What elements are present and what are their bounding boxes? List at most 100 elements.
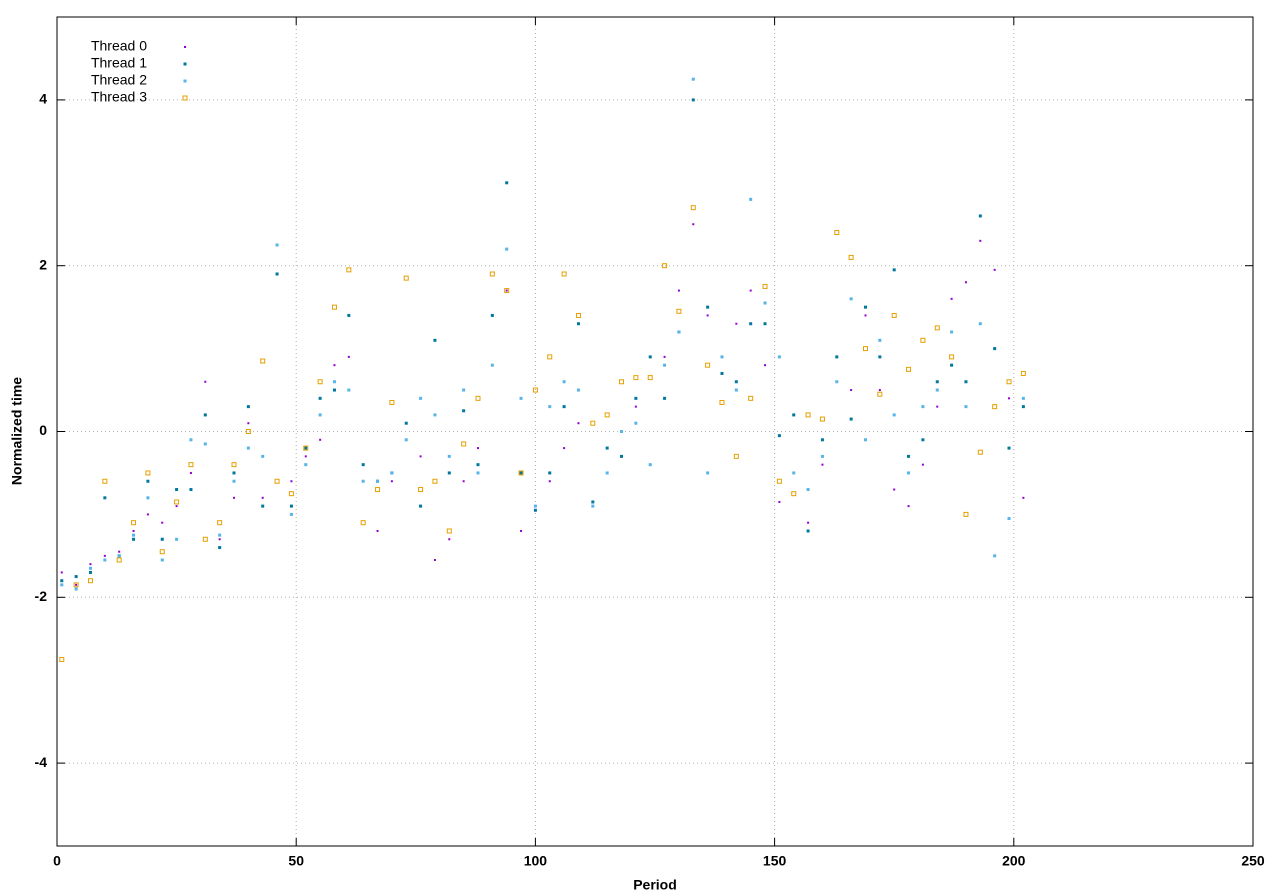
legend-label: Thread 3 (91, 89, 147, 105)
point (893, 488, 896, 491)
point (677, 330, 681, 334)
point (505, 181, 509, 185)
point (132, 537, 136, 541)
point (202, 536, 208, 542)
point (332, 388, 336, 392)
point (548, 480, 551, 483)
point (576, 322, 580, 326)
point (620, 454, 624, 458)
y-tick-label: 0 (39, 422, 47, 438)
point (834, 230, 840, 236)
x-tick-label: 100 (524, 853, 548, 869)
point (218, 538, 221, 541)
point (74, 587, 78, 591)
point (318, 396, 322, 400)
point (189, 488, 193, 492)
point (605, 471, 609, 475)
point (634, 421, 638, 425)
point (203, 413, 207, 417)
point (1021, 396, 1025, 400)
point (103, 554, 106, 557)
point (764, 364, 767, 367)
point (218, 546, 222, 550)
point (590, 420, 596, 426)
point (73, 582, 79, 588)
point (59, 656, 65, 662)
legend-marker (183, 79, 187, 83)
point (60, 583, 64, 587)
point (706, 305, 710, 309)
point (733, 453, 739, 459)
point (979, 239, 982, 242)
point (575, 312, 581, 318)
point (433, 413, 437, 417)
point (189, 471, 192, 474)
point (878, 355, 882, 359)
point (992, 404, 998, 410)
point (60, 579, 64, 583)
point (964, 281, 967, 284)
point (576, 388, 580, 392)
point (375, 487, 381, 493)
point (476, 463, 480, 467)
point (175, 505, 178, 508)
y-tick-label: -2 (35, 588, 48, 604)
point (920, 337, 926, 343)
point (260, 358, 266, 364)
point (505, 289, 508, 292)
x-axis-label: Period (633, 877, 677, 893)
point (232, 479, 236, 483)
point (389, 399, 395, 405)
point (518, 470, 524, 476)
point (648, 355, 652, 359)
point (878, 389, 881, 392)
point (419, 455, 422, 458)
point (175, 537, 179, 541)
point (246, 446, 250, 450)
point (950, 363, 954, 367)
point (935, 388, 939, 392)
point (863, 305, 867, 309)
point (117, 554, 121, 558)
point (620, 430, 624, 433)
point (447, 471, 451, 475)
point (935, 380, 939, 384)
point (360, 520, 366, 526)
point (850, 389, 853, 392)
point (347, 355, 350, 358)
point (102, 478, 108, 484)
point (505, 247, 509, 251)
point (88, 566, 92, 570)
point (274, 478, 280, 484)
point (690, 205, 696, 211)
point (806, 488, 810, 492)
point (977, 449, 983, 455)
point (663, 363, 667, 367)
point (247, 422, 250, 425)
point (233, 496, 236, 499)
point (131, 520, 137, 526)
point (160, 537, 164, 541)
point (634, 405, 637, 408)
y-axis-label: Normalized time (9, 377, 25, 485)
point (146, 496, 150, 500)
point (74, 575, 78, 579)
point (849, 417, 853, 421)
point (318, 413, 322, 417)
point (848, 254, 854, 260)
point (118, 550, 121, 553)
point (289, 512, 293, 516)
point (432, 478, 438, 484)
point (692, 223, 695, 226)
point (604, 412, 610, 418)
point (807, 521, 810, 524)
y-tick-label: 2 (39, 256, 47, 272)
point (662, 263, 668, 269)
point (591, 504, 595, 508)
point (936, 405, 939, 408)
point (1020, 370, 1026, 376)
legend-label: Thread 1 (91, 55, 147, 71)
point (303, 445, 309, 451)
point (347, 313, 351, 317)
point (376, 529, 379, 532)
